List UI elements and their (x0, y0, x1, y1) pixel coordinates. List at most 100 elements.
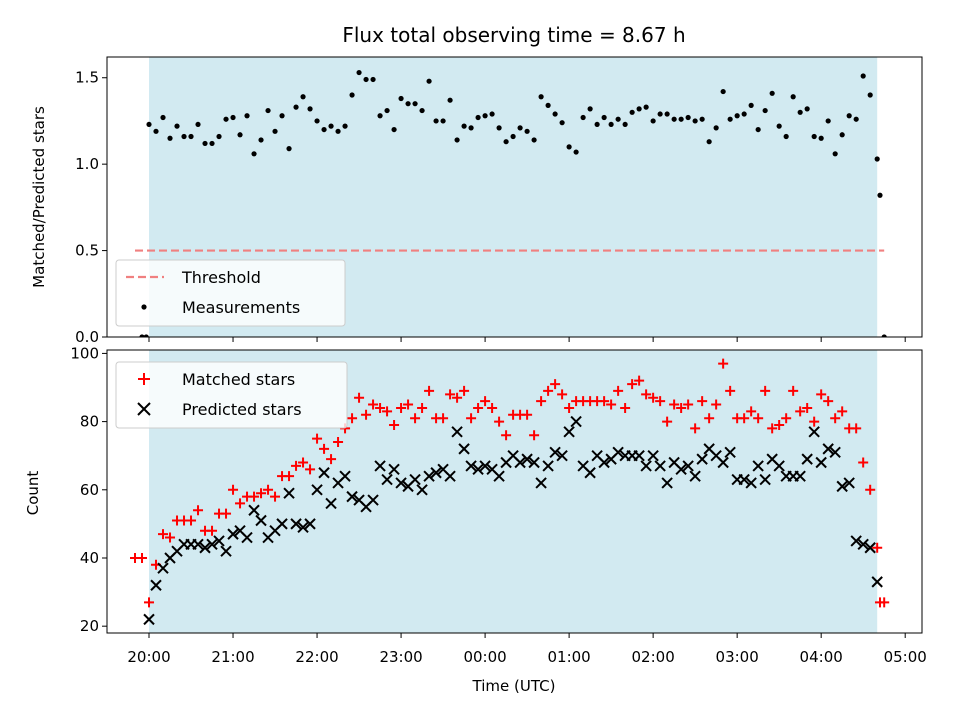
measurement-point (447, 97, 453, 103)
predicted-star-point (612, 446, 624, 458)
matched-star-point (795, 406, 806, 417)
measurement-point (713, 125, 719, 131)
matched-star-point (620, 402, 631, 413)
measurement-point (804, 106, 810, 112)
measurement-point (734, 113, 740, 119)
measurement-point (237, 132, 243, 138)
matched-star-point (347, 413, 358, 424)
y-tick-label: 0.0 (75, 328, 99, 346)
matched-star-point (382, 406, 393, 417)
matched-star-point (606, 399, 617, 410)
matched-star-point (368, 399, 379, 410)
predicted-star-point (367, 494, 379, 506)
predicted-star-point (276, 518, 288, 530)
measurement-point (671, 116, 677, 122)
matched-star-point (221, 508, 232, 519)
predicted-star-point (801, 453, 813, 465)
predicted-star-point (563, 426, 575, 438)
matched-star-point (851, 423, 862, 434)
measurement-point (258, 137, 264, 143)
predicted-star-point (346, 490, 358, 503)
predicted-star-point (248, 504, 260, 516)
measurement-point (349, 92, 355, 98)
matched-star-point (333, 437, 344, 448)
measurement-point (384, 107, 390, 114)
measurement-point (664, 111, 670, 117)
measurement-point (321, 126, 327, 133)
predicted-star-point (752, 460, 764, 472)
legend-measurement-swatch (141, 304, 147, 310)
axes-frame (106, 349, 923, 634)
matched-star-point (228, 484, 239, 495)
matched-star-point (711, 399, 722, 410)
matched-star-point (165, 532, 176, 543)
measurement-point (300, 94, 306, 100)
matched-star-point (249, 491, 260, 502)
measurement-point (251, 151, 257, 157)
predicted-star-point (717, 456, 729, 469)
predicted-star-point (542, 460, 554, 472)
predicted-star-point (864, 542, 876, 554)
matched-star-point (599, 396, 610, 407)
predicted-star-point (388, 463, 400, 476)
predicted-star-point (227, 528, 239, 540)
measurement-point (720, 88, 726, 95)
measurement-point (272, 128, 278, 134)
measurement-point (195, 121, 201, 128)
matched-star-point (655, 396, 666, 407)
measurement-point (398, 95, 404, 102)
predicted-star-point (451, 426, 463, 438)
matched-star-point (746, 406, 757, 417)
measurement-point (538, 94, 544, 100)
x-tick-label: 01:00 (547, 648, 590, 666)
matched-star-point (207, 525, 218, 536)
predicted-star-point (143, 613, 155, 626)
matched-star-point (270, 491, 281, 502)
measurement-point (482, 113, 488, 119)
measurement-point (167, 135, 173, 141)
predicted-star-point (598, 456, 610, 469)
predicted-star-point (444, 470, 456, 482)
predicted-star-point (745, 477, 757, 489)
measurement-point (342, 123, 348, 129)
matched-star-point (627, 379, 638, 390)
measurement-point (433, 118, 439, 124)
measurement-point (881, 334, 887, 337)
y-tick-label: 1.5 (75, 69, 99, 87)
measurement-point (755, 126, 761, 133)
matched-star-point (767, 423, 778, 434)
measurement-point (818, 135, 824, 141)
predicted-star-point (528, 456, 540, 469)
measurement-point (489, 111, 495, 117)
matched-star-point (865, 484, 876, 495)
matched-star-point (410, 413, 421, 424)
measurement-point (223, 116, 229, 122)
predicted-star-point (465, 460, 477, 472)
measurement-point (860, 73, 866, 79)
measurement-point (832, 151, 838, 157)
top-legend: Threshold Measurements (115, 259, 346, 327)
predicted-star-point (556, 449, 568, 462)
matched-star-point (158, 529, 169, 540)
measurement-point (797, 109, 803, 115)
bottom-y-axis-label: Count (24, 471, 42, 516)
measurement-point (230, 114, 236, 121)
matched-star-point (186, 515, 197, 526)
predicted-star-point (395, 477, 407, 489)
predicted-star-point (423, 470, 435, 482)
predicted-star-point (822, 443, 834, 455)
matched-star-point (445, 389, 456, 400)
matched-star-point (284, 471, 295, 482)
measurement-point (412, 101, 418, 107)
measurement-point (811, 133, 817, 140)
measurement-point (293, 104, 299, 110)
matched-star-point (683, 399, 694, 410)
matched-star-point (739, 413, 750, 424)
measurement-point (853, 116, 859, 122)
chart-title: Flux total observing time = 8.67 h (342, 23, 685, 47)
matched-star-point (438, 413, 449, 424)
predicted-star-point (850, 535, 862, 547)
legend-matched-swatch (138, 373, 150, 385)
matched-star-point (858, 457, 869, 468)
series-predicted-stars (143, 415, 883, 626)
